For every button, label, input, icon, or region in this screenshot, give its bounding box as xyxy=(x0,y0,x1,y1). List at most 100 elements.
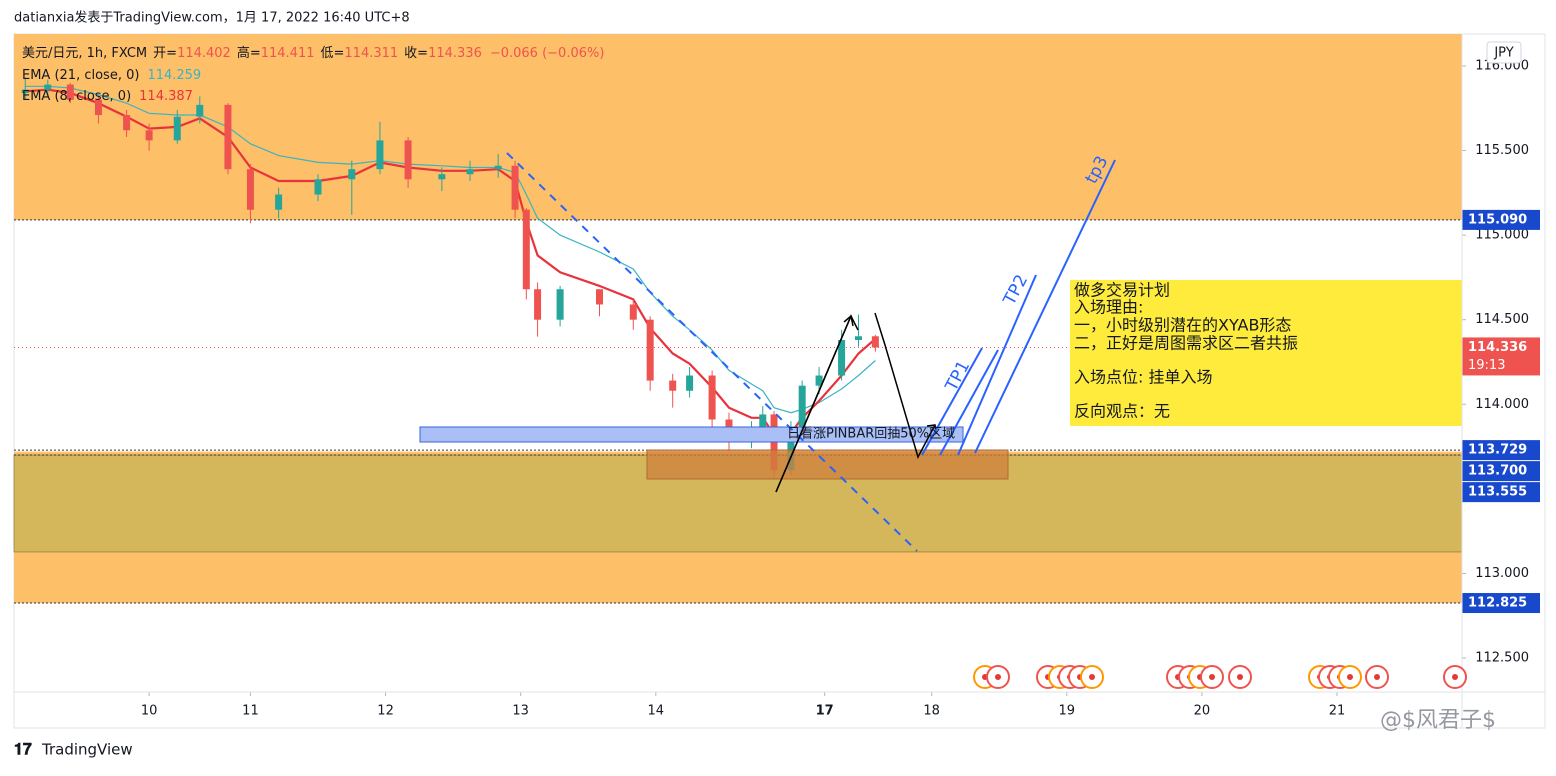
x-tick-label: 12 xyxy=(377,704,394,719)
watermark: @$风君子$ xyxy=(1380,708,1496,733)
ohlc-label: 收= xyxy=(404,46,428,61)
legend-line: EMA (21, close, 0) 114.259 xyxy=(22,68,201,83)
x-tick-label: 10 xyxy=(141,704,158,719)
price-label-box xyxy=(1462,593,1540,614)
candle-body xyxy=(629,304,637,320)
candle-body xyxy=(871,336,879,348)
legend-line: 美元/日元, 1h, FXCM 开=114.402 高=114.411 低=114.3… xyxy=(22,45,604,61)
plan-box xyxy=(1070,280,1462,426)
pinbar-text: 日看涨PINBAR回抽50%区域 xyxy=(787,426,955,442)
candle-body xyxy=(556,289,564,320)
y-tick-label: 112.500 xyxy=(1475,651,1529,666)
legend-line: EMA (8, close, 0) 114.387 xyxy=(22,89,193,104)
axes: 116.000115.500115.000114.500114.000113.0… xyxy=(141,41,1540,719)
candle-body xyxy=(275,194,283,210)
ohlc-value: 114.336 xyxy=(428,46,482,61)
x-tick-label: 14 xyxy=(648,704,665,719)
candle-body xyxy=(522,209,530,290)
price-label-box xyxy=(1462,209,1540,230)
last-price-box xyxy=(1462,337,1540,376)
y-tick-label: 114.500 xyxy=(1475,312,1529,327)
logo: 𝟏𝟕 xyxy=(14,740,32,759)
candle-body xyxy=(196,104,204,117)
brand: TradingView xyxy=(41,741,133,759)
price-label: 113.700 xyxy=(1468,464,1527,479)
candle-body xyxy=(314,179,322,195)
currency: JPY xyxy=(1493,46,1513,61)
price-label: 112.825 xyxy=(1468,596,1527,611)
header: datianxia发表于TradingView.com，1月 17, 2022 … xyxy=(14,10,410,26)
y-tick-label: 115.500 xyxy=(1475,143,1529,158)
candle-body xyxy=(815,375,823,386)
x-tick-label: 18 xyxy=(923,704,940,719)
arrow xyxy=(843,314,854,327)
candle-body xyxy=(21,89,29,94)
candle-body xyxy=(854,336,862,340)
last-price: 114.336 xyxy=(1468,340,1527,355)
candle-body xyxy=(145,130,153,141)
price-label-box xyxy=(1462,482,1540,503)
candle-body xyxy=(66,84,74,100)
legend: 美元/日元, 1h, FXCM 开=114.402 高=114.411 低=114.3… xyxy=(22,45,604,104)
candle-body xyxy=(798,385,806,430)
legend-name: EMA (8, close, 0) xyxy=(22,89,131,104)
plan-line: 一，小时级别潜在的XYAB形态 xyxy=(1074,316,1291,335)
plan-line: 反向观点：无 xyxy=(1074,402,1170,421)
x-tick-label: 17 xyxy=(816,704,834,719)
tp-line xyxy=(974,159,1116,454)
candle-body xyxy=(759,414,767,430)
x-tick-label: 19 xyxy=(1059,704,1076,719)
currency-box xyxy=(1486,41,1522,64)
ohlc-label: 开= xyxy=(153,46,177,61)
candle-body xyxy=(534,289,542,320)
price-label-box xyxy=(1462,461,1540,482)
price-label: 113.555 xyxy=(1468,485,1527,500)
candle-body xyxy=(838,339,846,376)
wave xyxy=(874,312,936,459)
candle-body xyxy=(44,84,52,90)
event-dot xyxy=(1089,674,1095,680)
candle-body xyxy=(596,289,604,305)
entry-box xyxy=(646,449,1009,480)
candle-body xyxy=(686,375,694,391)
candle-body xyxy=(466,169,474,175)
event-dot xyxy=(1209,674,1215,680)
candle-body xyxy=(404,140,412,180)
x-tick-label: 11 xyxy=(242,704,259,719)
plan-text: 做多交易计划入场理由:一，小时级别潜在的XYAB形态二，正好是周图需求区二者共振… xyxy=(1074,281,1298,421)
x-tick-label: 13 xyxy=(512,704,529,719)
plan-line: 做多交易计划 xyxy=(1074,281,1170,300)
price-label-box xyxy=(1462,440,1540,461)
candle-body xyxy=(224,104,232,170)
ohlc-label: 低= xyxy=(321,46,345,61)
ema-line xyxy=(25,85,876,414)
candle-body xyxy=(94,99,102,116)
candle-body xyxy=(173,116,181,141)
plan-line: 二，正好是周图需求区二者共振 xyxy=(1074,334,1298,353)
event-dot xyxy=(995,674,1001,680)
drawings xyxy=(419,152,1462,552)
zone xyxy=(14,34,1462,220)
candle-body xyxy=(511,165,519,210)
trend-line xyxy=(506,152,918,552)
candle-body xyxy=(348,169,356,180)
event-dot xyxy=(1347,674,1353,680)
candle-body xyxy=(669,380,677,391)
legend-value: 114.259 xyxy=(147,68,201,83)
events xyxy=(973,665,1467,689)
plan-line: 入场点位: 挂单入场 xyxy=(1074,368,1212,387)
x-tick-label: 20 xyxy=(1194,704,1211,719)
y-tick-label: 113.000 xyxy=(1475,566,1529,581)
tp-line xyxy=(939,349,999,456)
tp-line xyxy=(957,274,1037,456)
ohlc-value: 114.402 xyxy=(177,46,231,61)
candle-body xyxy=(494,165,502,170)
series xyxy=(21,77,879,480)
change: −0.066 (−0.06%) xyxy=(490,46,605,61)
legend-name: EMA (21, close, 0) xyxy=(22,68,139,83)
price-label: 115.090 xyxy=(1468,212,1527,227)
y-tick-label: 114.000 xyxy=(1475,397,1529,412)
pinbar-box xyxy=(419,426,964,443)
x-tick-label: 21 xyxy=(1329,704,1346,719)
